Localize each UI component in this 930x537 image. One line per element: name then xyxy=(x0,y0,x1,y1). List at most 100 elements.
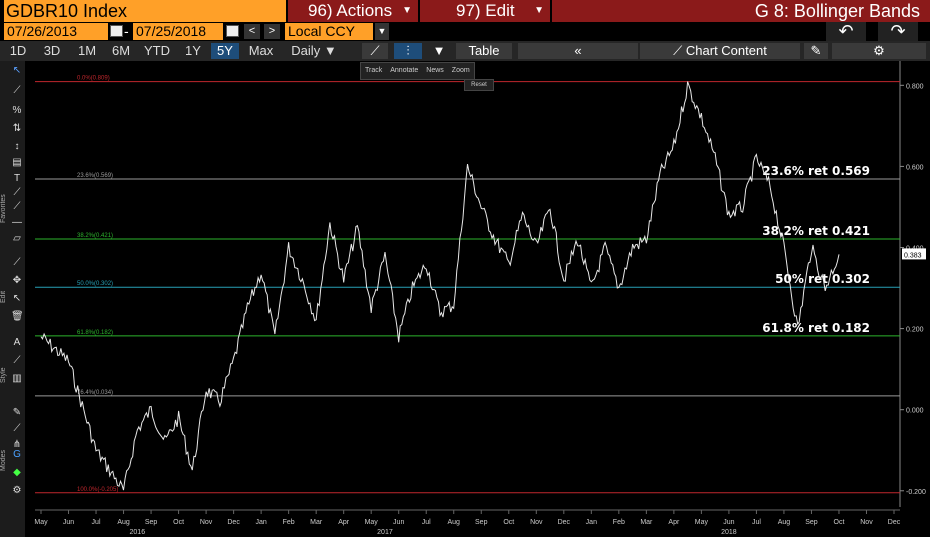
fib-annotation: 38.2% ret 0.421 xyxy=(762,224,870,238)
period-5y[interactable]: 5Y xyxy=(211,43,239,59)
x-year-label: 2018 xyxy=(721,529,737,536)
currency-select[interactable]: Local CCY xyxy=(285,23,373,40)
x-month-label: Oct xyxy=(503,519,514,526)
actions-label: 96) Actions xyxy=(308,1,393,20)
x-month-label: May xyxy=(365,519,379,526)
chart-content-button[interactable]: ⟋ Chart Content xyxy=(640,43,800,59)
x-month-label: Aug xyxy=(117,519,130,526)
x-month-label: Sep xyxy=(475,519,488,526)
x-month-label: Jun xyxy=(723,519,734,526)
x-month-label: Dec xyxy=(888,519,901,526)
trash-icon[interactable]: 🗑 xyxy=(11,311,24,322)
magnet-icon[interactable]: ⋔ xyxy=(12,439,22,450)
x-year-label: 2016 xyxy=(130,529,146,536)
arrow-icon[interactable]: ↕ xyxy=(14,141,20,152)
x-month-label: Jan xyxy=(255,519,266,526)
news-tool[interactable]: News xyxy=(426,67,444,74)
chevron-down-icon: ▼ xyxy=(323,43,337,58)
date-bar: 07/26/2013 - 07/25/2018 < > Local CCY ▼ … xyxy=(0,22,930,41)
period-1d[interactable]: 1D xyxy=(9,43,27,58)
edit-label: 97) Edit xyxy=(456,1,515,20)
end-date-input[interactable]: 07/25/2018 xyxy=(133,23,223,40)
undo-icon[interactable]: ↶ xyxy=(826,22,866,41)
y-tick-label: 0.800 xyxy=(906,83,924,90)
trend-icon[interactable]: ⟋ xyxy=(13,187,21,198)
redo-icon[interactable]: ↷ xyxy=(878,22,918,41)
y-tick-label: 0.200 xyxy=(906,327,924,334)
actions-menu[interactable]: 96) Actions ▼ xyxy=(288,0,418,22)
x-month-label: Oct xyxy=(834,519,845,526)
y-tick-label: 0.600 xyxy=(906,164,924,171)
period-3d[interactable]: 3D xyxy=(43,43,61,58)
fib-annotation: 23.6% ret 0.569 xyxy=(762,164,870,178)
period-max[interactable]: Max xyxy=(248,43,274,58)
zoom-tool[interactable]: Zoom xyxy=(451,67,470,74)
style-label: Style xyxy=(0,367,7,383)
edit-menu[interactable]: 97) Edit ▼ xyxy=(420,0,550,22)
x-month-label: May xyxy=(695,519,709,526)
collapse-icon[interactable]: « xyxy=(518,43,638,59)
line-style-icon[interactable]: ⟋ xyxy=(13,355,21,366)
reset-button[interactable]: Reset xyxy=(464,79,494,91)
chevron-down-icon[interactable]: ▼ xyxy=(432,43,446,58)
channel-icon[interactable]: ▤ xyxy=(12,157,22,168)
price-series-line[interactable] xyxy=(40,81,840,491)
x-month-label: Oct xyxy=(173,519,184,526)
calendar-icon[interactable] xyxy=(226,25,239,37)
text-icon[interactable]: T xyxy=(13,173,21,184)
gear-icon[interactable]: ⚙ xyxy=(12,485,22,496)
hline-icon[interactable]: — xyxy=(12,217,22,228)
percent-icon[interactable]: % xyxy=(12,105,22,116)
fib-icon[interactable]: ⇅ xyxy=(12,123,22,134)
last-value-badge xyxy=(902,248,926,260)
ray-icon[interactable]: ⟋ xyxy=(13,201,21,212)
period-6m[interactable]: 6M xyxy=(111,43,131,58)
favorites-label: Favorites xyxy=(0,194,7,223)
line-tool-icon[interactable]: ⟋ xyxy=(13,85,21,96)
select-icon[interactable]: ↖ xyxy=(12,293,22,304)
annotate-tool[interactable]: Annotate xyxy=(390,67,419,74)
x-month-label: Jan xyxy=(586,519,597,526)
start-date-input[interactable]: 07/26/2013 xyxy=(4,23,108,40)
x-month-label: Mar xyxy=(640,519,653,526)
x-month-label: Nov xyxy=(530,519,543,526)
frequency-select[interactable]: Daily ▼ xyxy=(284,43,344,59)
font-icon[interactable]: A xyxy=(13,337,21,348)
x-month-label: Dec xyxy=(227,519,240,526)
x-month-label: Jun xyxy=(63,519,74,526)
toolbar: 1D 3D 1M 6M YTD 1Y 5Y Max Daily ▼ ⟋ ⫶ ▼ … xyxy=(0,41,930,61)
x-month-label: Sep xyxy=(145,519,158,526)
move-icon[interactable]: ✥ xyxy=(12,275,22,286)
x-month-label: Feb xyxy=(283,519,295,526)
period-1y[interactable]: 1Y xyxy=(185,43,201,58)
style-mode-icon[interactable]: ◆ xyxy=(13,467,21,478)
table-button[interactable]: Table xyxy=(456,43,512,59)
color-icon[interactable]: ▥ xyxy=(12,373,22,384)
band-icon[interactable]: ▱ xyxy=(13,233,21,244)
edit-pencil-icon[interactable]: ✎ xyxy=(804,43,828,59)
track-tool[interactable]: Track xyxy=(365,67,383,74)
refresh-icon[interactable]: G xyxy=(13,449,21,460)
period-ytd[interactable]: YTD xyxy=(144,43,170,58)
chevron-down-icon[interactable]: ▼ xyxy=(375,23,389,40)
fib-annotation: 50% ret 0.302 xyxy=(775,272,870,286)
price-chart[interactable]: 0.8000.6000.4000.2000.000-0.2000.0%(0.80… xyxy=(25,61,930,537)
pen-icon[interactable]: ✎ xyxy=(12,407,22,418)
x-month-label: Apr xyxy=(668,519,680,526)
pointer-icon[interactable]: ↖ xyxy=(12,65,22,76)
line-chart-icon[interactable]: ⟋ xyxy=(362,43,388,59)
brush-icon[interactable]: ⟋ xyxy=(13,423,21,434)
bar-chart-icon[interactable]: ⫶ xyxy=(394,43,422,59)
draw-icon[interactable]: ⟋ xyxy=(13,257,21,268)
x-month-label: Mar xyxy=(310,519,323,526)
edit-section-label: Edit xyxy=(0,290,7,303)
next-arrow-icon[interactable]: > xyxy=(264,24,280,39)
graph-title: G 8: Bollinger Bands xyxy=(552,0,930,22)
calendar-icon[interactable] xyxy=(110,25,123,37)
period-1m[interactable]: 1M xyxy=(77,43,97,58)
prev-arrow-icon[interactable]: < xyxy=(244,24,260,39)
gear-icon[interactable]: ⚙ xyxy=(832,43,926,59)
y-tick-label: -0.200 xyxy=(906,489,926,496)
x-month-label: Sep xyxy=(805,519,818,526)
ticker-field[interactable]: GDBR10 Index xyxy=(4,0,286,22)
